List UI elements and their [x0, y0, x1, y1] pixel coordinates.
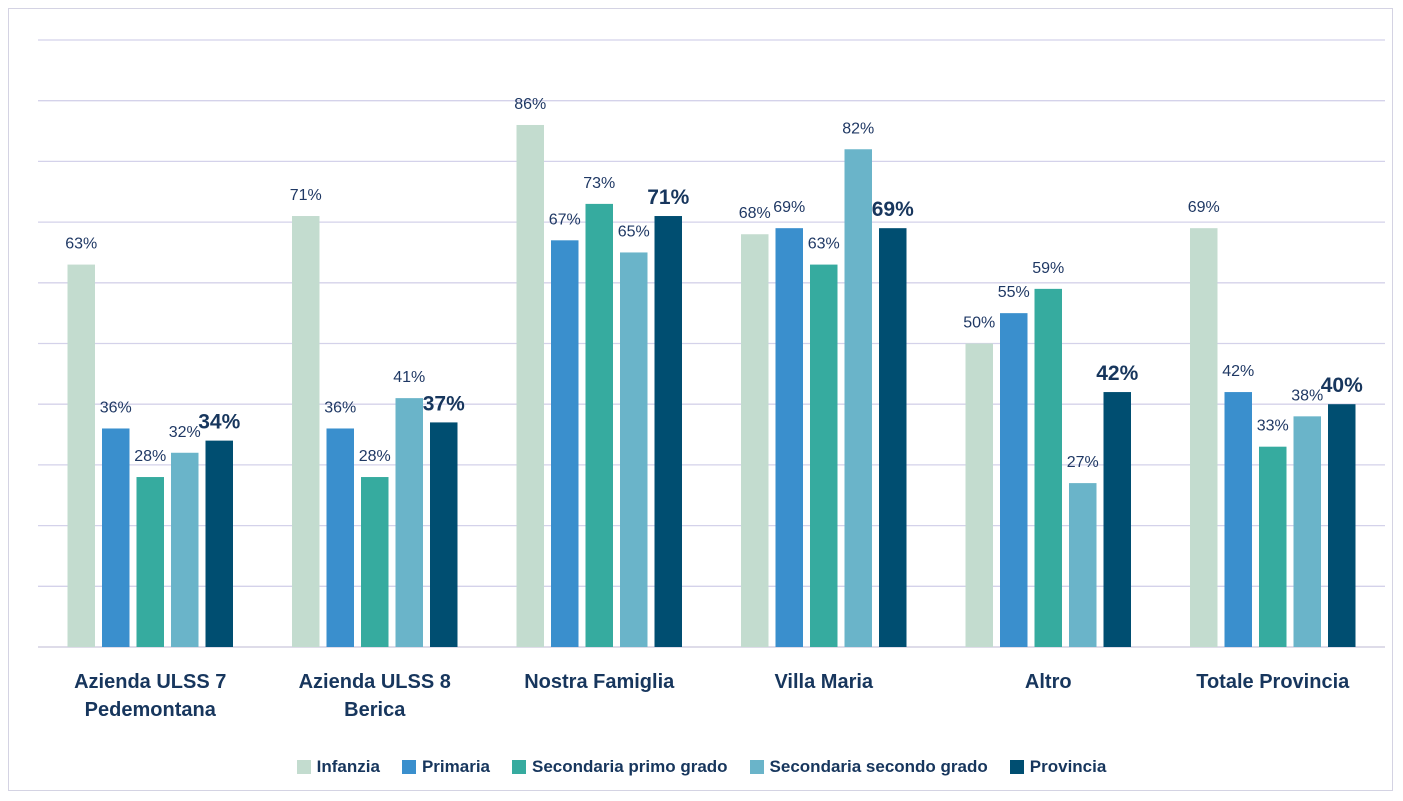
legend-swatch — [512, 760, 526, 774]
data-label: 38% — [1291, 387, 1323, 404]
bar — [430, 422, 458, 647]
bar — [205, 440, 233, 647]
data-label: 65% — [618, 223, 650, 240]
legend-item: Primaria — [401, 757, 490, 777]
x-tick-label: Altro — [1024, 671, 1072, 693]
chart-frame — [8, 8, 1393, 791]
legend-item: Secondaria primo grado — [512, 757, 728, 777]
legend-label: Infanzia — [316, 757, 380, 776]
data-label: 32% — [169, 424, 201, 441]
bar — [965, 343, 993, 647]
bar — [136, 477, 164, 647]
data-label: 42% — [1096, 362, 1138, 385]
bar — [810, 264, 838, 647]
data-label: 63% — [808, 236, 840, 253]
legend-swatch — [749, 760, 764, 774]
data-label: 67% — [549, 211, 581, 228]
bar — [775, 228, 803, 648]
data-label: 71% — [647, 186, 689, 209]
data-label: 69% — [773, 199, 805, 216]
bar — [1190, 228, 1218, 648]
bar — [551, 240, 579, 647]
legend-label: Primaria — [421, 757, 490, 776]
bar — [1000, 313, 1028, 647]
legend-label: Provincia — [1029, 757, 1107, 776]
data-label: 68% — [739, 205, 771, 222]
bar — [395, 398, 423, 647]
x-tick-label: Azienda ULSS 8 Berica — [298, 671, 451, 721]
bar — [361, 477, 389, 647]
data-label: 82% — [842, 120, 874, 137]
bar — [171, 452, 199, 647]
legend-item: Infanzia — [296, 757, 380, 777]
data-label: 37% — [423, 392, 465, 415]
bar — [102, 428, 130, 647]
legend-label: Secondaria secondo grado — [769, 757, 988, 776]
legend-item: Provincia — [1009, 757, 1107, 777]
legend-label: Secondaria primo grado — [532, 757, 728, 776]
data-label: 50% — [963, 315, 995, 332]
data-label: 86% — [514, 96, 546, 113]
data-label: 27% — [1067, 454, 1099, 471]
data-label: 33% — [1257, 418, 1289, 435]
bar — [67, 264, 95, 647]
legend-swatch — [296, 760, 311, 774]
data-label: 59% — [1032, 260, 1064, 277]
bar — [1259, 446, 1287, 647]
bar — [620, 252, 648, 647]
bar — [516, 124, 544, 648]
bar — [844, 149, 872, 647]
bar — [1034, 288, 1062, 647]
x-tick-label: Nostra Famiglia — [524, 671, 675, 693]
x-tick-label: Villa Maria — [774, 671, 874, 693]
bar — [1069, 483, 1097, 647]
data-label: 55% — [998, 284, 1030, 301]
bar — [326, 428, 354, 647]
data-label: 28% — [359, 448, 391, 465]
bar — [879, 228, 907, 648]
data-label: 73% — [583, 175, 615, 192]
data-label: 71% — [290, 187, 322, 204]
bar — [1328, 404, 1356, 647]
x-tick-label: Azienda ULSS 7 Pedemontana — [74, 671, 227, 721]
data-label: 34% — [198, 411, 240, 434]
legend: Infanzia Primaria Secondaria primo grado Se… — [0, 757, 1403, 777]
data-label: 28% — [134, 448, 166, 465]
data-label: 42% — [1222, 363, 1254, 380]
data-label: 36% — [100, 399, 132, 416]
legend-swatch — [1009, 760, 1024, 774]
legend-item: Secondaria secondo grado — [749, 757, 988, 777]
data-label: 40% — [1321, 374, 1363, 397]
data-label: 63% — [65, 236, 97, 253]
bar — [654, 216, 682, 647]
data-label: 69% — [1188, 199, 1220, 216]
data-label: 69% — [872, 198, 914, 221]
bar — [1103, 392, 1131, 647]
legend-swatch — [401, 760, 416, 774]
bar — [1224, 392, 1252, 647]
bar — [292, 216, 320, 647]
data-label: 41% — [393, 369, 425, 386]
data-label: 36% — [324, 399, 356, 416]
bar — [1293, 416, 1321, 647]
bar — [741, 234, 769, 648]
x-tick-label: Totale Provincia — [1196, 671, 1350, 693]
bar — [585, 203, 613, 647]
